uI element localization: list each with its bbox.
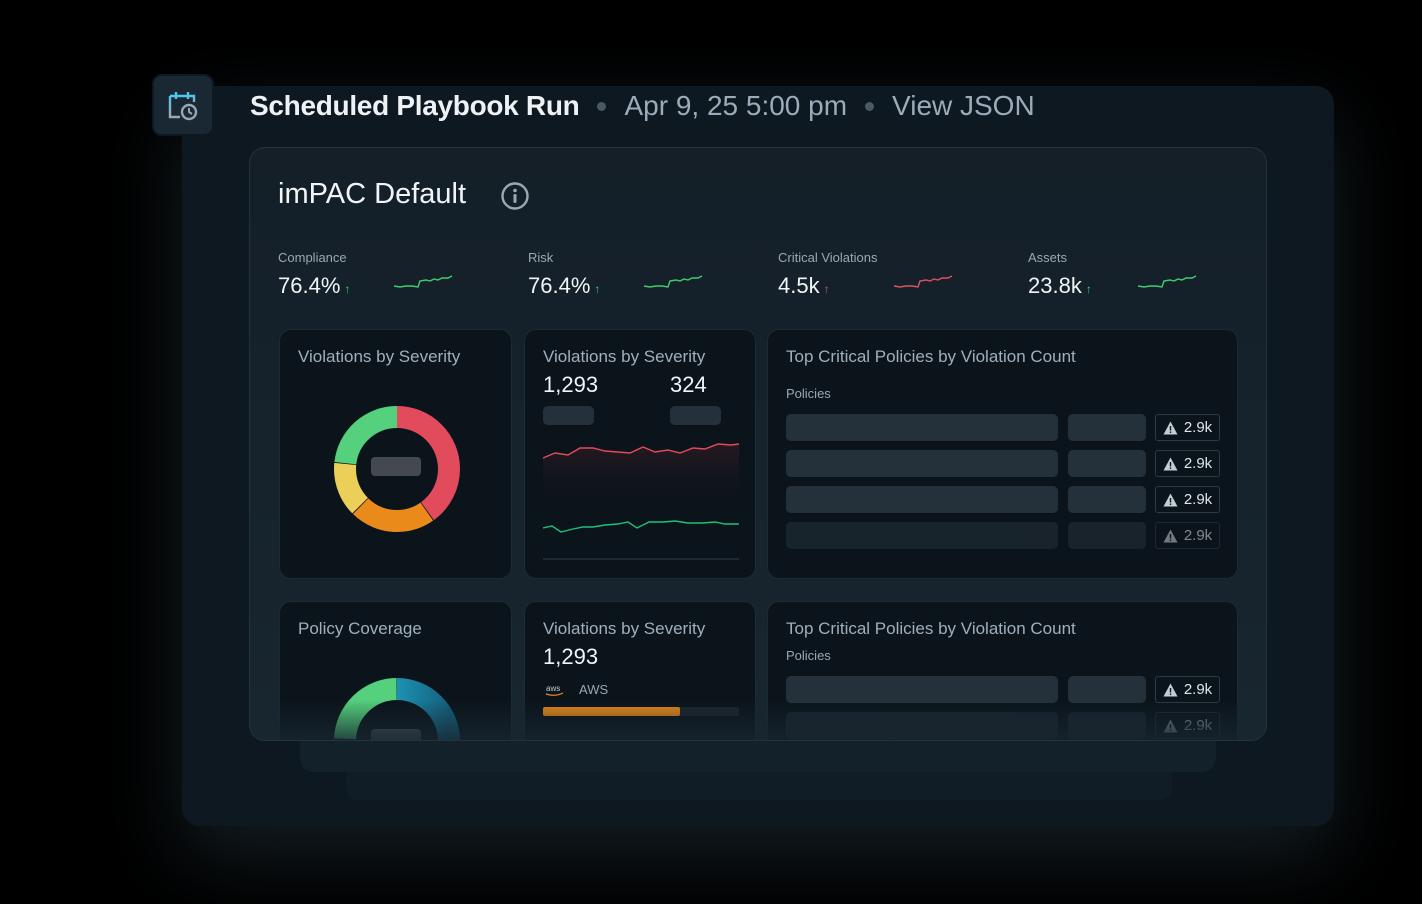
warning-icon <box>1163 493 1178 506</box>
value-a: 1,293 <box>543 372 599 397</box>
calendar-clock-icon <box>152 74 214 136</box>
trend-up-icon: ↑ <box>1085 282 1092 296</box>
policy-meta-placeholder <box>1068 450 1146 477</box>
violation-count-badge: 2.9k <box>1155 414 1220 441</box>
tile-violations-donut[interactable]: Violations by Severity <box>279 329 512 579</box>
tile-violations-cloud[interactable]: Violations by Severity 1,293 aws AWS <box>524 601 756 740</box>
kpi-label: Assets <box>1028 250 1068 265</box>
tile-title: Policy Coverage <box>298 619 422 638</box>
kpi-label: Compliance <box>278 250 347 265</box>
value: 1,293 <box>543 644 599 669</box>
violation-count: 2.9k <box>1183 491 1213 508</box>
policy-meta-placeholder <box>1068 522 1146 549</box>
policy-meta-placeholder <box>1068 414 1146 441</box>
column-label: Policies <box>786 648 831 663</box>
kpi-assets: Assets 23.8k ↑ <box>1028 250 1266 300</box>
severity-trend-chart[interactable] <box>543 430 739 565</box>
policy-row[interactable]: 2.9k <box>786 450 1220 477</box>
violation-count-badge: 2.9k <box>1155 676 1220 703</box>
kpi-label: Critical Violations <box>778 250 878 265</box>
severity-donut-chart[interactable] <box>332 404 462 534</box>
provider-progress-track <box>543 707 739 716</box>
dashboard-card: imPAC Default Compliance 76.4% ↑ Risk 76.… <box>249 147 1267 741</box>
kpi-label: Risk <box>528 250 554 265</box>
tile-title: Violations by Severity <box>543 619 706 638</box>
policy-name-placeholder <box>786 676 1058 703</box>
provider-progress-fill <box>543 707 681 716</box>
provider-label: AWS <box>579 682 609 697</box>
trend-up-icon: ↑ <box>344 282 351 296</box>
trend-up-icon: ↑ <box>594 282 601 296</box>
violation-count-badge: 2.9k <box>1155 486 1220 513</box>
kpi-value: 76.4% <box>278 273 341 298</box>
sparkline <box>1138 275 1197 288</box>
policy-row[interactable]: 2.9k <box>786 414 1220 441</box>
dashboard-title: imPAC Default <box>278 178 467 210</box>
policy-row[interactable]: 2.9k <box>786 486 1220 513</box>
policy-meta-placeholder <box>1068 676 1146 703</box>
view-json-link[interactable]: View JSON <box>892 90 1035 121</box>
run-date: Apr 9, 25 5:00 pm <box>624 90 848 121</box>
tile-title: Violations by Severity <box>543 347 706 366</box>
kpi-compliance: Compliance 76.4% ↑ <box>278 250 518 300</box>
violation-count: 2.9k <box>1183 419 1213 436</box>
tile-title: Top Critical Policies by Violation Count <box>786 347 1076 366</box>
violation-count: 2.9k <box>1183 681 1213 698</box>
violation-count-badge: 2.9k <box>1155 450 1220 477</box>
aws-logo-icon: aws <box>545 684 564 696</box>
provider-row: aws AWS <box>545 682 608 697</box>
run-header: Scheduled Playbook Run Apr 9, 25 5:00 pm… <box>250 84 1035 128</box>
kpi-value: 23.8k <box>1028 273 1082 298</box>
separator-dot <box>597 101 607 111</box>
warning-icon <box>1163 719 1178 732</box>
policy-meta-placeholder <box>1068 712 1146 739</box>
column-label: Policies <box>786 386 831 401</box>
label-placeholder <box>670 406 721 425</box>
kpi-critical-violations: Critical Violations 4.5k ↑ <box>778 250 1018 300</box>
kpi-risk: Risk 76.4% ↑ <box>528 250 768 300</box>
svg-text:aws: aws <box>546 684 560 693</box>
sparkline <box>644 275 703 288</box>
policy-row[interactable]: 2.9k <box>786 522 1220 549</box>
policy-meta-placeholder <box>1068 486 1146 513</box>
label-placeholder <box>543 406 594 425</box>
tile-top-policies-2[interactable]: Top Critical Policies by Violation Count… <box>767 601 1238 740</box>
tile-title: Top Critical Policies by Violation Count <box>786 619 1076 638</box>
policy-name-placeholder <box>786 522 1058 549</box>
violation-count: 2.9k <box>1183 717 1213 734</box>
run-title: Scheduled Playbook Run <box>250 90 580 121</box>
violation-count: 2.9k <box>1183 527 1213 544</box>
coverage-donut-chart[interactable] <box>332 676 462 741</box>
separator-dot <box>865 101 875 111</box>
violation-count-badge: 2.9k <box>1155 522 1220 549</box>
sparkline <box>894 275 953 288</box>
warning-icon <box>1163 457 1178 470</box>
policy-row[interactable]: 2.9k <box>786 676 1220 703</box>
policy-name-placeholder <box>786 414 1058 441</box>
violation-count: 2.9k <box>1183 455 1213 472</box>
sparkline <box>394 275 453 288</box>
policy-name-placeholder <box>786 450 1058 477</box>
tile-top-policies[interactable]: Top Critical Policies by Violation Count… <box>767 329 1238 579</box>
trend-up-icon: ↑ <box>823 282 830 296</box>
violation-count-badge: 2.9k <box>1155 712 1220 739</box>
info-icon[interactable] <box>500 181 530 211</box>
policy-name-placeholder <box>786 712 1058 739</box>
value-b: 324 <box>670 372 707 397</box>
warning-icon <box>1163 683 1178 696</box>
tile-title: Violations by Severity <box>298 347 461 366</box>
kpi-value: 4.5k <box>778 273 820 298</box>
policy-name-placeholder <box>786 486 1058 513</box>
tile-policy-coverage[interactable]: Policy Coverage <box>279 601 512 741</box>
warning-icon <box>1163 529 1178 542</box>
warning-icon <box>1163 421 1178 434</box>
policy-row[interactable]: 2.9k <box>786 712 1220 739</box>
kpi-value: 76.4% <box>528 273 591 298</box>
tile-violations-trend[interactable]: Violations by Severity 1,293 324 <box>524 329 756 579</box>
